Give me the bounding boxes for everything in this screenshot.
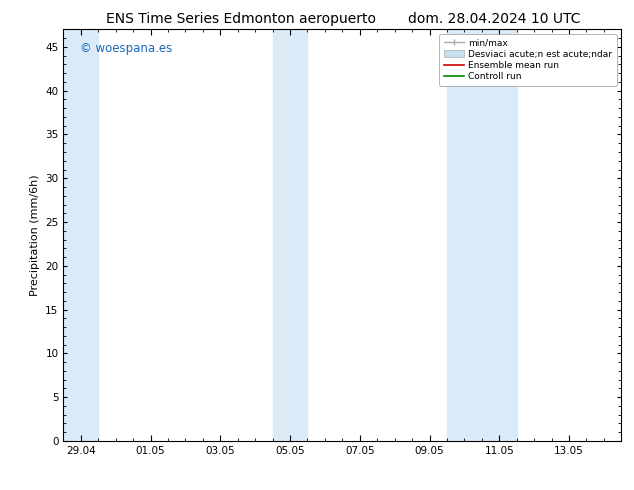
Text: ENS Time Series Edmonton aeropuerto: ENS Time Series Edmonton aeropuerto [106,12,376,26]
Text: dom. 28.04.2024 10 UTC: dom. 28.04.2024 10 UTC [408,12,581,26]
Bar [273,29,307,441]
Y-axis label: Precipitation (mm/6h): Precipitation (mm/6h) [30,174,40,296]
Text: © woespana.es: © woespana.es [80,42,172,55]
Bar [63,29,98,441]
Bar [447,29,517,441]
Legend: min/max, Desviaci acute;n est acute;ndar, Ensemble mean run, Controll run: min/max, Desviaci acute;n est acute;ndar… [439,34,617,86]
